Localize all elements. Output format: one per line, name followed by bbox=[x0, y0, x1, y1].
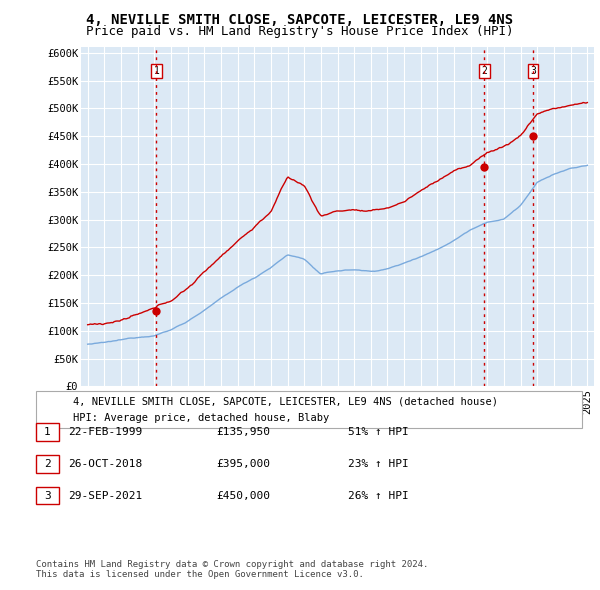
Text: 3: 3 bbox=[530, 66, 536, 76]
Text: 2: 2 bbox=[481, 66, 487, 76]
Text: 26-OCT-2018: 26-OCT-2018 bbox=[68, 459, 142, 468]
Text: 4, NEVILLE SMITH CLOSE, SAPCOTE, LEICESTER, LE9 4NS: 4, NEVILLE SMITH CLOSE, SAPCOTE, LEICEST… bbox=[86, 13, 514, 27]
Text: 51% ↑ HPI: 51% ↑ HPI bbox=[348, 427, 409, 437]
Text: HPI: Average price, detached house, Blaby: HPI: Average price, detached house, Blab… bbox=[73, 413, 329, 423]
Text: 3: 3 bbox=[44, 491, 51, 500]
Text: Contains HM Land Registry data © Crown copyright and database right 2024.
This d: Contains HM Land Registry data © Crown c… bbox=[36, 560, 428, 579]
Text: 1: 1 bbox=[44, 427, 51, 437]
Text: 2: 2 bbox=[44, 459, 51, 468]
Text: 29-SEP-2021: 29-SEP-2021 bbox=[68, 491, 142, 500]
Text: 22-FEB-1999: 22-FEB-1999 bbox=[68, 427, 142, 437]
Text: £135,950: £135,950 bbox=[216, 427, 270, 437]
Text: 1: 1 bbox=[154, 66, 160, 76]
Text: £450,000: £450,000 bbox=[216, 491, 270, 500]
Text: 23% ↑ HPI: 23% ↑ HPI bbox=[348, 459, 409, 468]
Text: Price paid vs. HM Land Registry's House Price Index (HPI): Price paid vs. HM Land Registry's House … bbox=[86, 25, 514, 38]
Text: 26% ↑ HPI: 26% ↑ HPI bbox=[348, 491, 409, 500]
Text: £395,000: £395,000 bbox=[216, 459, 270, 468]
Text: 4, NEVILLE SMITH CLOSE, SAPCOTE, LEICESTER, LE9 4NS (detached house): 4, NEVILLE SMITH CLOSE, SAPCOTE, LEICEST… bbox=[73, 396, 498, 406]
